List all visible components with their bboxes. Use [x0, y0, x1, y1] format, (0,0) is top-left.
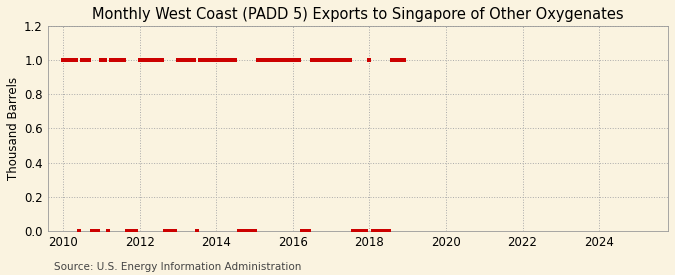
Text: Source: U.S. Energy Information Administration: Source: U.S. Energy Information Administ…	[54, 262, 301, 272]
Y-axis label: Thousand Barrels: Thousand Barrels	[7, 77, 20, 180]
Title: Monthly West Coast (PADD 5) Exports to Singapore of Other Oxygenates: Monthly West Coast (PADD 5) Exports to S…	[92, 7, 624, 22]
